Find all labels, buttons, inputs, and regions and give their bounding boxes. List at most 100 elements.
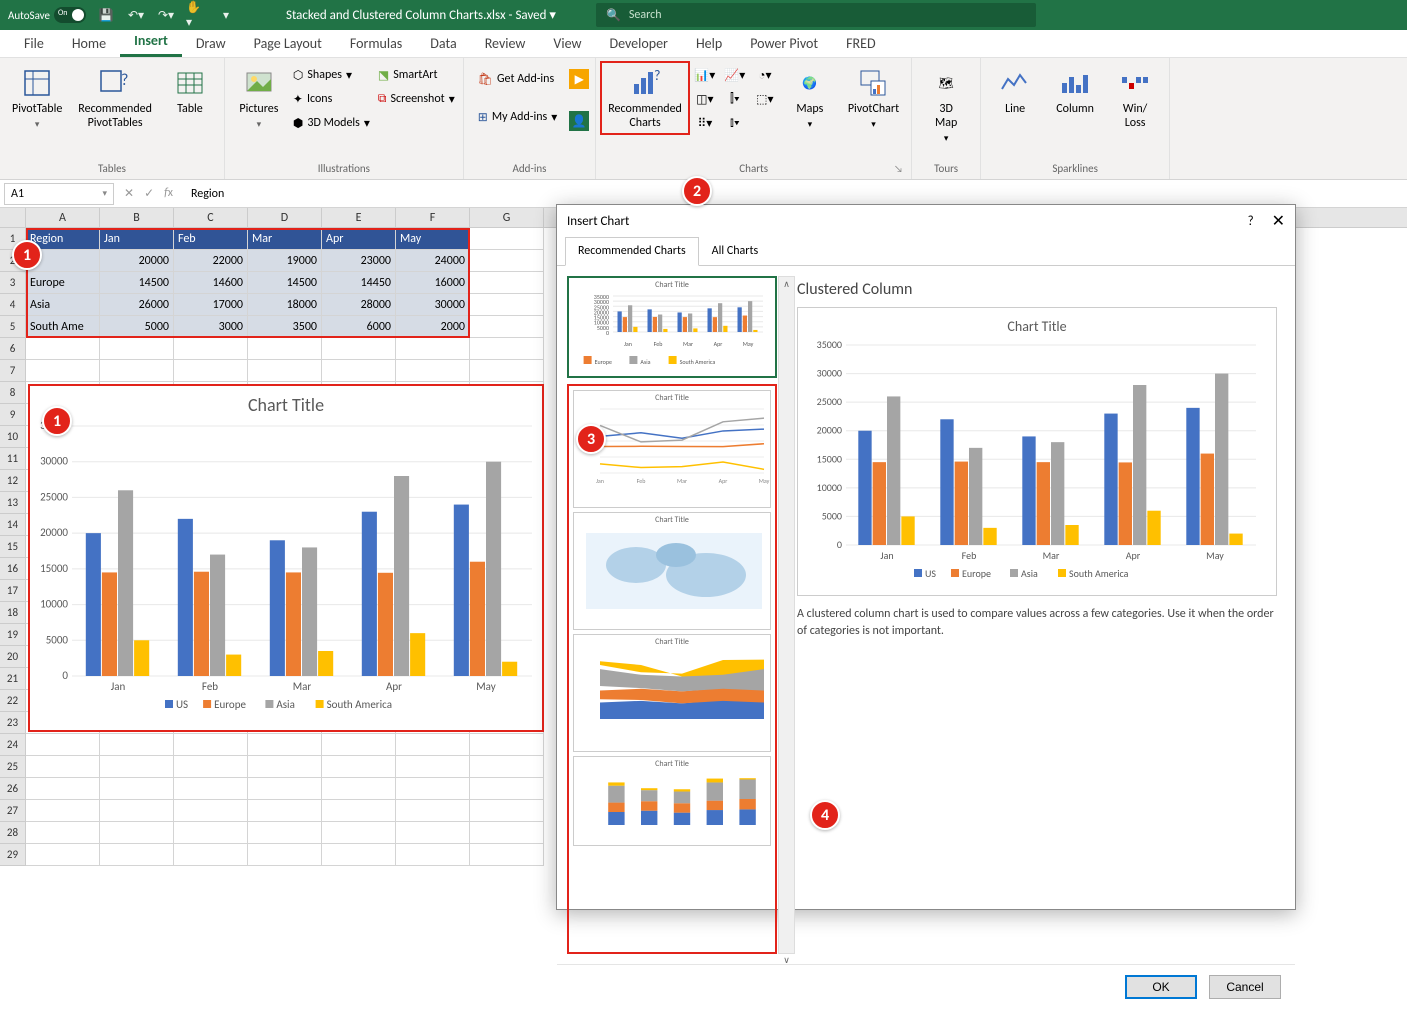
tab-data[interactable]: Data [416,30,470,57]
tab-draw[interactable]: Draw [182,30,240,57]
col-header[interactable]: B [100,208,174,227]
col-header[interactable]: C [174,208,248,227]
row-header[interactable]: 11 [0,448,26,470]
cell[interactable] [100,800,174,822]
cell[interactable]: 24000 [396,250,470,272]
cell[interactable] [470,778,544,800]
maps-button[interactable]: 🌍Maps▾ [780,61,840,132]
cell[interactable] [396,338,470,360]
row-header[interactable]: 26 [0,778,26,800]
bing-addin[interactable]: ▶ [569,69,589,89]
col-header[interactable]: D [248,208,322,227]
cell[interactable] [470,228,544,250]
cell[interactable]: 23000 [322,250,396,272]
cell[interactable] [470,734,544,756]
cell[interactable] [100,338,174,360]
cell[interactable] [174,844,248,866]
smartart-button[interactable]: ⬔SmartArt [374,63,459,87]
row-header[interactable]: 5 [0,316,26,338]
line-chart-dropdown[interactable]: 📈▾ [720,63,750,87]
fx-icon[interactable]: fx [164,186,173,201]
shapes-button[interactable]: ⬡Shapes ▾ [289,63,374,87]
cell[interactable] [26,756,100,778]
sparkline-winloss-button[interactable]: Win/ Loss [1105,61,1165,133]
embedded-chart[interactable]: Chart Title 0500010000150002000025000300… [28,384,544,732]
cell[interactable]: 17000 [174,294,248,316]
scroll-up-icon[interactable]: ∧ [779,277,794,293]
cell[interactable] [470,338,544,360]
chart-thumb-map[interactable]: Chart Title [573,512,771,630]
search-box[interactable]: 🔍 Search [596,3,1036,27]
cell[interactable] [470,272,544,294]
recommended-charts-button[interactable]: ?Recommended Charts [600,61,690,135]
icons-button[interactable]: ✦Icons [289,87,374,111]
col-header[interactable]: G [470,208,544,227]
tab-formulas[interactable]: Formulas [336,30,416,57]
row-header[interactable]: 23 [0,712,26,734]
cell[interactable]: 3000 [174,316,248,338]
row-header[interactable]: 16 [0,558,26,580]
sparkline-line-button[interactable]: Line [985,61,1045,119]
cell[interactable] [248,822,322,844]
cell[interactable] [470,316,544,338]
cell[interactable] [248,360,322,382]
cell[interactable]: 30000 [396,294,470,316]
3dmodels-button[interactable]: ⬢3D Models ▾ [289,111,374,135]
cell[interactable]: 16000 [396,272,470,294]
document-title[interactable]: Stacked and Clustered Column Charts.xlsx… [286,8,556,23]
row-header[interactable]: 3 [0,272,26,294]
cell[interactable]: 26000 [100,294,174,316]
row-header[interactable]: 6 [0,338,26,360]
charts-dialog-launcher[interactable]: ↘ [894,162,908,176]
row-header[interactable]: 17 [0,580,26,602]
qat-more-icon[interactable]: ▾ [216,5,236,25]
help-icon[interactable]: ? [1248,214,1254,229]
cell[interactable] [322,734,396,756]
recommended-pivottables-button[interactable]: ?Recommended PivotTables [70,61,160,133]
thumb-scrollbar[interactable]: ∧ ∨ [778,276,795,954]
chart-thumb-clustered-column[interactable]: Chart Title 0500010000150002000025000300… [567,276,777,378]
close-icon[interactable]: ✕ [1272,211,1285,231]
row-header[interactable]: 28 [0,822,26,844]
cell[interactable] [26,778,100,800]
cell[interactable] [322,800,396,822]
tab-power-pivot[interactable]: Power Pivot [736,30,832,57]
row-header[interactable]: 10 [0,426,26,448]
waterfall-chart-dropdown[interactable]: ⬚▾ [750,87,780,111]
cell[interactable] [248,338,322,360]
dialog-tab[interactable]: Recommended Charts [565,237,699,266]
row-header[interactable]: 22 [0,690,26,712]
pictures-button[interactable]: Pictures▾ [229,61,289,132]
save-icon[interactable]: 💾 [96,5,116,25]
cell[interactable] [470,360,544,382]
row-header[interactable]: 9 [0,404,26,426]
cell[interactable]: South Ame [26,316,100,338]
column-chart-dropdown[interactable]: 📊▾ [690,63,720,87]
cell[interactable] [248,778,322,800]
cell[interactable] [396,800,470,822]
col-header[interactable]: F [396,208,470,227]
cell[interactable] [100,360,174,382]
cell[interactable]: 2000 [396,316,470,338]
cell[interactable]: 19000 [248,250,322,272]
row-header[interactable]: 25 [0,756,26,778]
cell[interactable] [470,800,544,822]
row-header[interactable]: 27 [0,800,26,822]
table-button[interactable]: Table [160,61,220,119]
row-header[interactable]: 20 [0,646,26,668]
cancel-icon[interactable]: ✕ [124,186,134,201]
cell[interactable] [26,360,100,382]
cell[interactable] [470,756,544,778]
cell[interactable]: 3500 [248,316,322,338]
toggle-switch[interactable]: On [54,7,86,23]
hierarchy-chart-dropdown[interactable]: ◫▾ [690,87,720,111]
tab-help[interactable]: Help [682,30,736,57]
cell[interactable] [174,822,248,844]
row-header[interactable]: 24 [0,734,26,756]
row-header[interactable]: 7 [0,360,26,382]
cell[interactable]: 20000 [100,250,174,272]
cell[interactable]: Asia [26,294,100,316]
tab-review[interactable]: Review [471,30,540,57]
row-header[interactable]: 15 [0,536,26,558]
redo-icon[interactable]: ↷▾ [156,5,176,25]
